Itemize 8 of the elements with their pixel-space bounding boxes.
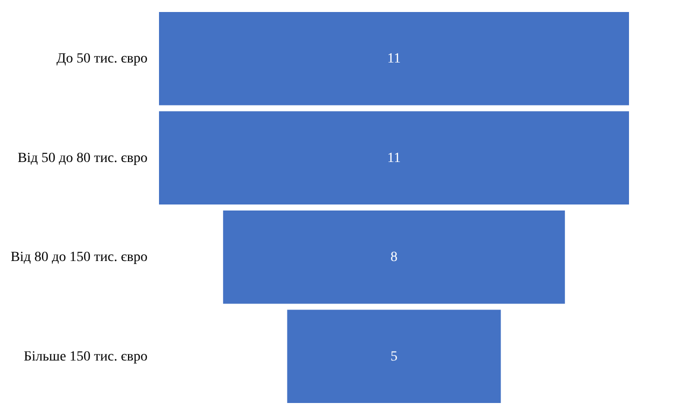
data-label: 11 (387, 150, 401, 166)
data-label: 5 (390, 349, 398, 364)
data-label: 8 (390, 250, 398, 266)
category-label: Більше 150 тис. євро (24, 349, 148, 364)
data-label: 11 (387, 52, 401, 67)
category-label: До 50 тис. євро (56, 52, 148, 67)
category-label: Від 80 до 150 тис. євро (10, 250, 148, 266)
category-label: Від 50 до 80 тис. євро (18, 150, 148, 166)
